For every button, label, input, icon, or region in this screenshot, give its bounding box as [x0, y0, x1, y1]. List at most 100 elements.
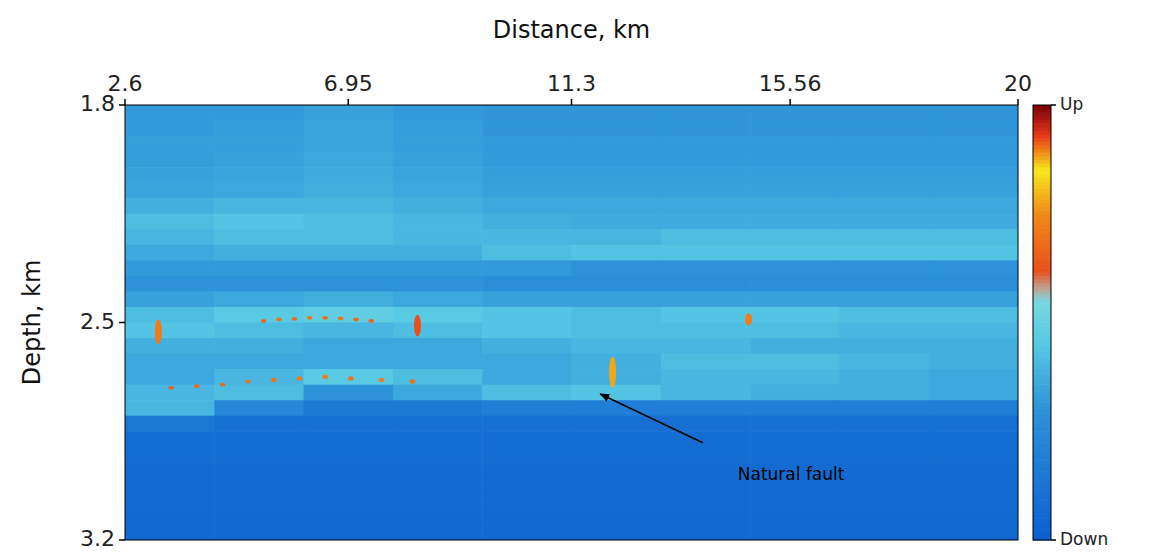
heat-cell: [839, 447, 929, 463]
heat-cell: [482, 338, 572, 354]
annotation-arrow: [600, 394, 703, 443]
heat-cell: [929, 167, 1018, 183]
anomaly: [379, 378, 385, 382]
colorbar-step: [1033, 217, 1051, 221]
colorbar: [1033, 105, 1051, 541]
heat-cell: [929, 369, 1018, 385]
heat-cell: [572, 447, 662, 463]
heat-cell: [393, 385, 483, 401]
heat-cell: [839, 385, 929, 401]
heat-cell: [214, 462, 304, 478]
heat-cell: [572, 307, 662, 323]
colorbar-step: [1033, 141, 1051, 145]
colorbar-step: [1033, 254, 1051, 258]
colorbar-step: [1033, 105, 1051, 109]
heat-cell: [839, 323, 929, 339]
heat-cell: [572, 462, 662, 478]
heat-cell: [214, 214, 304, 230]
colorbar-step: [1033, 152, 1051, 156]
heat-cell: [750, 509, 840, 525]
heat-cell: [572, 105, 662, 121]
heat-cell: [304, 431, 394, 447]
heat-cell: [482, 493, 572, 509]
heat-cell: [214, 245, 304, 261]
heat-cell: [661, 136, 751, 152]
heat-cell: [661, 509, 751, 525]
heat-cell: [482, 136, 572, 152]
colorbar-step: [1033, 170, 1051, 174]
heat-cell: [304, 400, 394, 416]
heat-cell: [929, 447, 1018, 463]
heat-cell: [214, 105, 304, 121]
colorbar-step: [1033, 518, 1051, 522]
heat-cell: [393, 167, 483, 183]
heat-cell: [572, 121, 662, 137]
heat-cell: [214, 354, 304, 370]
heat-cell: [929, 198, 1018, 214]
heat-cell: [750, 214, 840, 230]
heat-cell: [572, 198, 662, 214]
heat-cell: [482, 152, 572, 168]
x-tick-label: 11.3: [547, 71, 596, 96]
colorbar-step: [1033, 507, 1051, 511]
heat-cell: [839, 214, 929, 230]
heat-cell: [929, 400, 1018, 416]
heat-cell: [125, 323, 215, 339]
heat-cell: [304, 369, 394, 385]
anomaly: [410, 379, 416, 383]
y-axis-title: Depth, km: [18, 260, 46, 386]
heat-cell: [214, 493, 304, 509]
heat-cell: [839, 431, 929, 447]
heat-cell: [839, 369, 929, 385]
colorbar-step: [1033, 526, 1051, 530]
heat-cell: [214, 260, 304, 276]
anomaly: [168, 386, 174, 390]
heat-cell: [750, 447, 840, 463]
colorbar-step: [1033, 497, 1051, 501]
colorbar-step: [1033, 181, 1051, 185]
anomaly: [609, 357, 616, 388]
heat-cell: [572, 478, 662, 494]
heat-cell: [661, 214, 751, 230]
heat-cell: [572, 214, 662, 230]
colorbar-step: [1033, 185, 1051, 189]
colorbar-step: [1033, 109, 1051, 113]
colorbar-step: [1033, 493, 1051, 497]
colorbar-step: [1033, 163, 1051, 167]
heat-cell: [393, 416, 483, 432]
colorbar-step: [1033, 399, 1051, 403]
anomaly: [307, 316, 313, 320]
anomaly: [322, 316, 328, 320]
heat-cell: [929, 105, 1018, 121]
heat-cell: [661, 307, 751, 323]
heat-cell: [750, 198, 840, 214]
colorbar-step: [1033, 460, 1051, 464]
colorbar-step: [1033, 515, 1051, 519]
heat-cell: [750, 493, 840, 509]
y-tick-label: 2.5: [80, 309, 115, 334]
heat-cell: [393, 307, 483, 323]
heat-cell: [125, 260, 215, 276]
colorbar-step: [1033, 446, 1051, 450]
colorbar-step: [1033, 468, 1051, 472]
heat-cell: [214, 400, 304, 416]
heat-cell: [839, 416, 929, 432]
heat-cell: [839, 493, 929, 509]
heat-cell: [304, 323, 394, 339]
heat-cell: [750, 354, 840, 370]
heat-cell: [661, 291, 751, 307]
colorbar-step: [1033, 384, 1051, 388]
colorbar-step: [1033, 297, 1051, 301]
heat-cell: [214, 121, 304, 137]
heat-cell: [572, 416, 662, 432]
heat-cell: [125, 152, 215, 168]
heat-cell: [214, 307, 304, 323]
colorbar-step: [1033, 323, 1051, 327]
colorbar-step: [1033, 315, 1051, 319]
heat-cell: [214, 509, 304, 525]
colorbar-step: [1033, 391, 1051, 395]
heat-cell: [839, 478, 929, 494]
colorbar-step: [1033, 228, 1051, 232]
colorbar-step: [1033, 337, 1051, 341]
heat-cell: [304, 338, 394, 354]
